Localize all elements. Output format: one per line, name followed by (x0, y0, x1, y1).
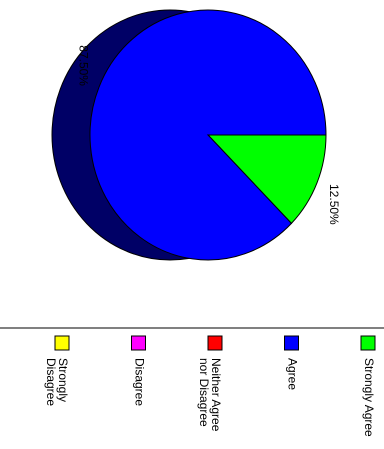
legend-swatch (207, 335, 223, 351)
legend-label: Agree (285, 358, 300, 391)
legend-label: Disagree (132, 358, 147, 407)
legend-label: Neither Agree nor Disagree (197, 358, 223, 432)
legend-swatch (360, 335, 376, 351)
legend-swatch (284, 335, 299, 351)
legend-swatch (54, 335, 70, 351)
legend-label: Strongly Agree (362, 358, 376, 437)
legend-label: Strongly Disagree (44, 358, 70, 407)
data-label: 12.50% (327, 184, 341, 225)
legend-swatch (131, 335, 146, 351)
pie-slice (206, 134, 327, 225)
data-label: 87.50% (76, 45, 90, 86)
